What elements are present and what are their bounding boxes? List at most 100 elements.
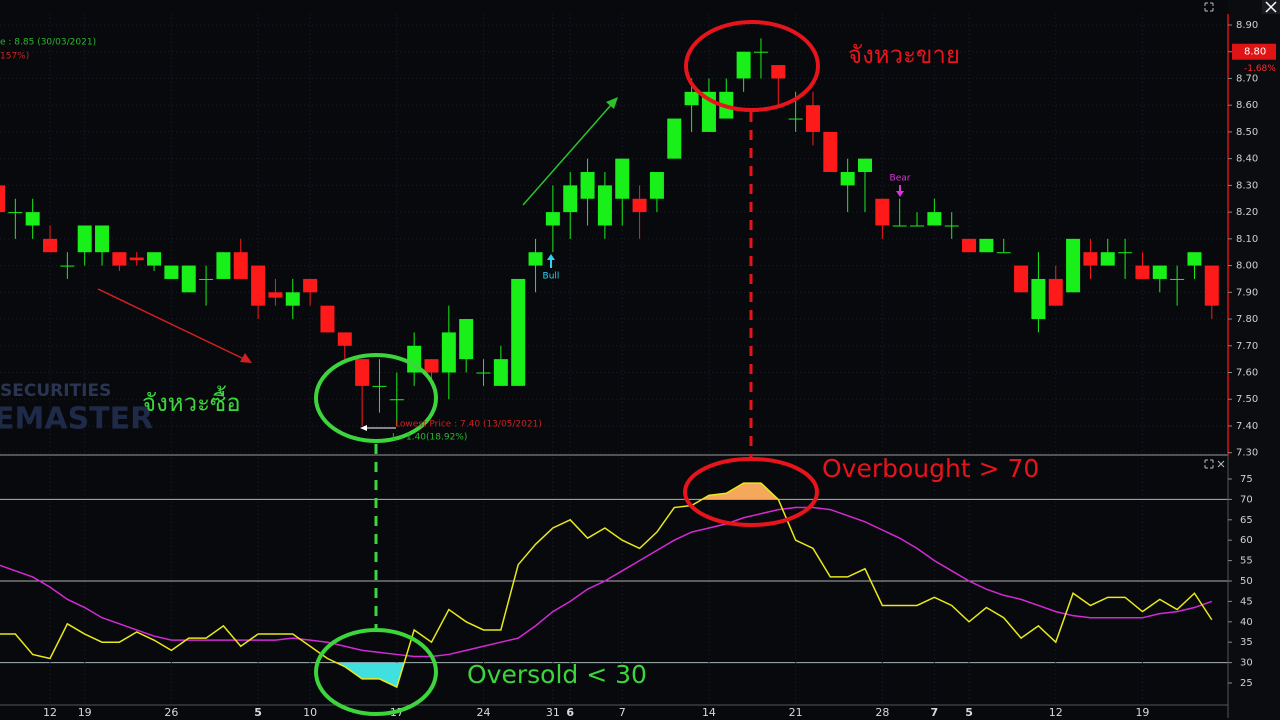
price-tag-label: 8.80 (1244, 47, 1266, 58)
candle-body (649, 172, 664, 199)
y-tick-label: 7.30 (1236, 448, 1258, 459)
close-panel-icon[interactable] (1217, 460, 1225, 468)
x-tick-label: 5 (965, 706, 973, 719)
marks (0, 38, 1219, 689)
candle-body (1014, 265, 1029, 293)
x-tick-label: 7 (619, 706, 626, 719)
candle-body (95, 225, 110, 253)
x-tick-label: 7 (931, 706, 939, 719)
oversold-label: Oversold < 30 (467, 660, 647, 689)
close-icon[interactable] (1265, 1, 1277, 13)
buy-zone-label: จังหวะซื้อ (142, 385, 241, 417)
candle-body (944, 225, 959, 227)
candle-body (910, 225, 925, 227)
candle-body (979, 238, 994, 253)
y-tick-label: 7.70 (1236, 341, 1258, 352)
x-tick-label: 6 (566, 706, 574, 719)
y-tick-label: 35 (1240, 637, 1253, 648)
candle-body (1031, 278, 1046, 320)
candle-body (528, 252, 543, 266)
candle-body (337, 332, 352, 346)
candle-body (615, 158, 630, 199)
trend-arrow-head (606, 97, 618, 109)
y-tick-label: 7.40 (1236, 421, 1258, 432)
expand-icon[interactable] (1204, 459, 1214, 469)
y-tick-label: 75 (1240, 474, 1253, 485)
candle-body (753, 51, 768, 53)
x-tick-label: 28 (875, 706, 889, 719)
candle-body (147, 252, 162, 266)
y-tick-label: 8.50 (1236, 127, 1258, 138)
candle-body (476, 372, 491, 374)
candle-body (736, 51, 751, 79)
y-tick-label: 8.70 (1236, 73, 1258, 84)
candle-body (771, 65, 786, 79)
candle-body (424, 359, 439, 373)
x-tick-label: 26 (164, 706, 178, 719)
candle-body (320, 305, 335, 333)
sell-zone-label: จังหวะขาย (848, 41, 960, 69)
candle-body (1048, 278, 1063, 306)
candle-body (441, 332, 456, 373)
x-tick-label: 19 (1135, 706, 1149, 719)
y-tick-label: 7.50 (1236, 394, 1258, 405)
trend-arrow (522, 104, 612, 206)
candle-body (563, 185, 578, 213)
candle-body (1187, 252, 1202, 266)
candle-body (1152, 265, 1167, 279)
candle-body (285, 292, 300, 306)
y-tick-label: 8.90 (1236, 20, 1258, 31)
candle-body (77, 225, 92, 253)
candle-body (303, 278, 318, 293)
candle-body (580, 172, 595, 199)
axes: 7.30 7.40 7.50 7.60 7.70 7.80 7.90 8.00 8.10 8.20… (43, 20, 1276, 719)
candle-body (1083, 252, 1098, 266)
highlight-circle (314, 353, 438, 443)
price-axis-bg (1228, 0, 1280, 720)
expand-icon[interactable] (1204, 2, 1214, 12)
candle-body (597, 185, 612, 226)
bull-label: Bull (543, 272, 560, 282)
highlight-circle (684, 20, 820, 112)
candle-body (823, 131, 838, 173)
candle-body (684, 91, 699, 106)
y-tick-label: 8.20 (1236, 207, 1258, 218)
y-tick-label: 7.60 (1236, 368, 1258, 379)
x-tick-label: 19 (78, 706, 92, 719)
trend-arrow (97, 288, 245, 360)
lowest-price-label: Lowest Price : 7.40 (13/05/2021) (395, 420, 542, 430)
price-tag (1232, 43, 1276, 60)
y-tick-label: 50 (1240, 576, 1253, 587)
rsi-line (0, 482, 1213, 689)
pointer-arrow-head (360, 425, 367, 431)
x-tick-label: 21 (789, 706, 803, 719)
candle-body (962, 238, 977, 253)
candle-body (892, 225, 907, 227)
candle-body (632, 198, 647, 213)
y-tick-label: 8.40 (1236, 154, 1258, 165)
bear-label: Bear (890, 174, 911, 184)
candle-body (372, 385, 387, 387)
candle-body (996, 252, 1011, 254)
candle-body (858, 158, 872, 173)
x-tick-label: 10 (303, 706, 317, 719)
y-tick-label: 8.30 (1236, 180, 1258, 191)
highest-change-label: 157%) (0, 52, 29, 62)
candle-body (43, 238, 58, 253)
candle-body (164, 265, 179, 279)
watermark: EMASTER (0, 402, 153, 437)
candle-body (389, 399, 404, 401)
candle-body (1066, 238, 1081, 293)
candle-body (875, 198, 890, 226)
grid (0, 14, 1228, 705)
y-tick-label: 30 (1240, 658, 1253, 669)
candle-body (1118, 252, 1133, 254)
candle-body (927, 212, 942, 226)
y-tick-label: 25 (1240, 678, 1253, 689)
candle-body (1170, 278, 1185, 280)
y-tick-label: 7.90 (1236, 287, 1258, 298)
trend-arrow-head (240, 353, 252, 363)
y-tick-label: 8.00 (1236, 261, 1258, 272)
